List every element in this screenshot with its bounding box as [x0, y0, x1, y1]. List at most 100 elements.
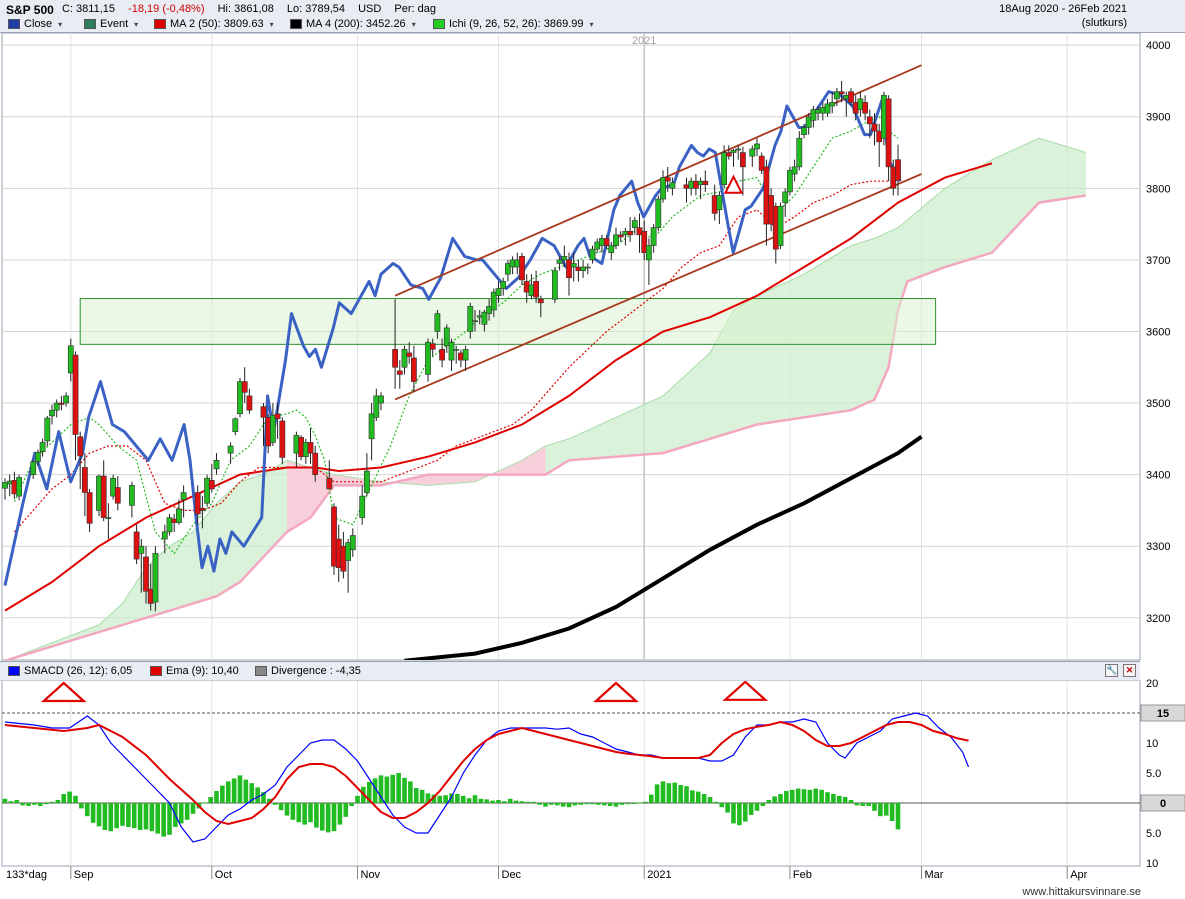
divergence-bar [549, 803, 554, 805]
divergence-bar [90, 803, 96, 823]
candle [584, 266, 591, 269]
candle [566, 259, 572, 279]
divergence-bar [26, 803, 31, 806]
divergence-bar [220, 785, 225, 803]
legend-event[interactable]: Event ▾ [84, 17, 138, 31]
divergence-bar [331, 803, 337, 832]
divergence-bar [302, 803, 307, 825]
settings-icon[interactable]: 🔧 [1105, 664, 1118, 677]
divergence-bar [484, 799, 490, 803]
candle [716, 195, 723, 211]
divergence-bar [643, 801, 648, 803]
divergence-bar [848, 800, 854, 803]
oscillator-value-label: 15 [1157, 708, 1169, 720]
candle [641, 230, 648, 254]
low-value: Lo: 3789,54 [286, 3, 346, 15]
candle [702, 180, 709, 186]
candle [396, 370, 403, 375]
divergence-bar [766, 800, 772, 803]
chevron-down-icon[interactable]: ▾ [269, 19, 274, 29]
sell-signal-marker [722, 680, 769, 701]
candle [627, 230, 633, 236]
candle [453, 349, 460, 351]
divergence-bar [202, 802, 208, 804]
divergence-bar [161, 803, 166, 837]
legend-divergence[interactable]: Divergence : -4,35 [255, 664, 361, 678]
chevron-down-icon[interactable]: ▾ [58, 19, 63, 29]
candle [439, 349, 445, 361]
legend-ma200[interactable]: MA 4 (200): 3452.26 ▾ [290, 17, 416, 31]
legend-ichimoku[interactable]: Ichi (9, 26, 52, 26): 3869.99 ▾ [433, 17, 594, 31]
legend-label: Close [24, 18, 53, 30]
divergence-bar [32, 803, 37, 805]
divergence-bar [272, 803, 278, 805]
divergence-bar [725, 803, 730, 813]
divergence-bar [731, 803, 736, 824]
candle [410, 357, 417, 382]
quote-info: C: 3811,15 -18,19 (-0,48%) Hi: 3861,08 L… [62, 3, 446, 15]
divergence-bar [37, 803, 43, 806]
oscillator-pane-frame [1, 679, 1141, 867]
divergence-bar [149, 803, 155, 832]
legend-ema[interactable]: Ema (9): 10,40 [150, 664, 239, 678]
legend-ma50[interactable]: MA 2 (50): 3809.63 ▾ [154, 17, 274, 31]
sell-signal-marker [593, 681, 639, 703]
divergence-bar [214, 791, 219, 803]
legend-swatch [290, 19, 302, 29]
x-tick-label: Feb [793, 869, 812, 881]
divergence-bar [772, 796, 777, 803]
divergence-bar [378, 775, 384, 803]
candle [152, 553, 159, 603]
candle [378, 395, 384, 404]
candle [833, 91, 840, 100]
candle [655, 198, 662, 228]
divergence-bar [402, 777, 407, 803]
buy-signal-marker [723, 174, 744, 194]
currency-label: USD [358, 3, 382, 15]
price-tick-label: 3900 [1146, 112, 1170, 124]
candle [791, 166, 798, 175]
candle [72, 354, 79, 435]
divergence-bar [754, 803, 760, 811]
candle [721, 152, 727, 186]
divergence-bar [713, 801, 719, 803]
chevron-down-icon[interactable]: ▾ [589, 19, 594, 29]
credit-text: www.hittakursvinnare.se [1022, 886, 1141, 898]
divergence-bar [648, 794, 654, 803]
divergence-bar [490, 800, 495, 803]
divergence-bar [560, 803, 566, 807]
legend-close[interactable]: Close ▾ [8, 17, 62, 31]
divergence-bar [455, 794, 460, 803]
divergence-bar [425, 793, 431, 803]
price-tick-label: 3700 [1146, 255, 1170, 267]
candle [786, 170, 793, 193]
close-icon[interactable]: ✕ [1123, 664, 1136, 677]
ichimoku-span-a [5, 137, 1087, 660]
oscillator-tick-label: 10 [1146, 858, 1158, 870]
legend-label: SMACD (26, 12): 6,05 [24, 665, 133, 677]
candle [490, 291, 497, 311]
ichimoku-cloud [6, 138, 1086, 660]
price-tick-label: 3800 [1146, 183, 1170, 195]
candle [44, 417, 51, 442]
legend-swatch [255, 666, 267, 676]
candle [138, 545, 145, 554]
candle [664, 177, 671, 182]
divergence-bar [496, 800, 501, 803]
divergence-bar [719, 803, 725, 808]
divergence-bar [102, 803, 108, 830]
divergence-bar [319, 803, 325, 831]
chevron-down-icon[interactable]: ▾ [134, 19, 139, 29]
divergence-bar [126, 803, 131, 827]
change-value: -18,19 (-0,48%) [128, 3, 205, 15]
divergence-bar [578, 803, 584, 805]
candle [345, 542, 351, 561]
chevron-down-icon[interactable]: ▾ [411, 19, 416, 29]
candle [401, 349, 408, 368]
divergence-bar [384, 776, 390, 803]
oscillator-value-box [1140, 704, 1185, 722]
candle [725, 152, 732, 157]
legend-smacd[interactable]: SMACD (26, 12): 6,05 [8, 664, 132, 678]
divergence-bar [408, 781, 413, 803]
